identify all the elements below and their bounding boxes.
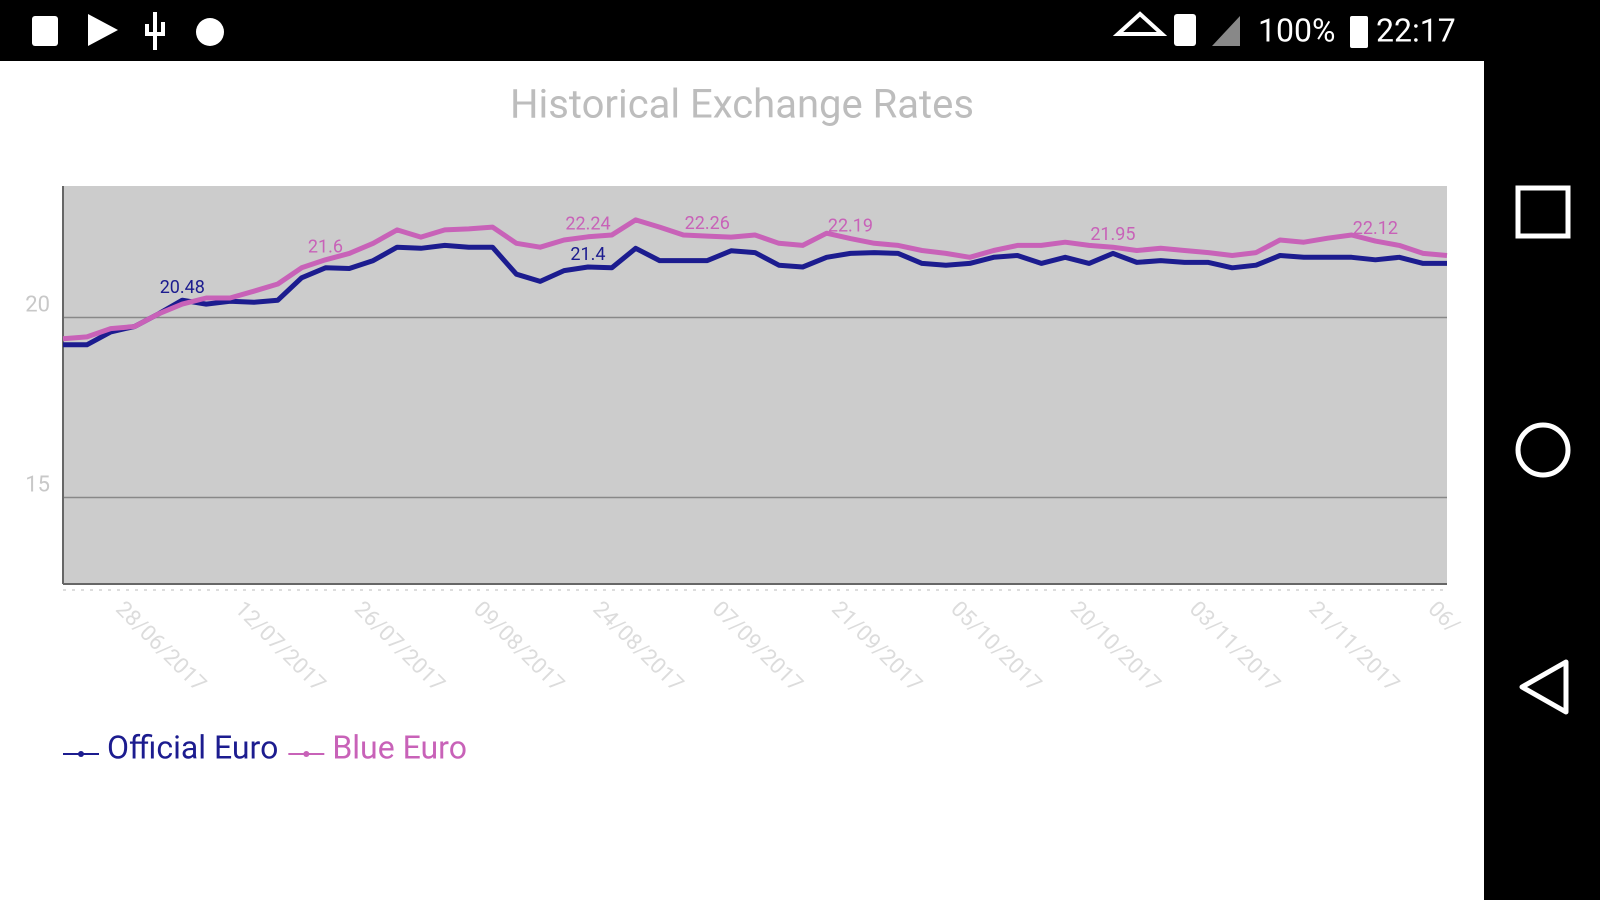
x-tick-label: 12/07/2017	[230, 597, 330, 697]
battery-icon	[1350, 16, 1368, 48]
x-tick-label: 26/07/2017	[349, 597, 449, 697]
data-label: 22.19	[828, 215, 873, 236]
data-label: 22.24	[565, 214, 610, 235]
icon	[145, 12, 165, 50]
y-tick-label: 15	[25, 472, 50, 497]
x-tick-label: 09/08/2017	[468, 597, 568, 697]
sd-icon	[1174, 14, 1196, 46]
legend-swatch-dot	[78, 751, 84, 757]
nav-bar	[1484, 61, 1600, 900]
x-tick-label: 21/09/2017	[826, 597, 926, 697]
signal-icon	[1212, 16, 1240, 46]
data-label: 21.95	[1090, 224, 1135, 245]
data-label: 22.26	[685, 213, 730, 234]
x-tick-label: 05/10/2017	[946, 597, 1046, 697]
wifi-icon	[1112, 11, 1168, 36]
x-tick-label: 21/11/2017	[1303, 597, 1403, 697]
legend-label: Blue Euro	[332, 728, 467, 766]
status-icons	[32, 11, 1368, 50]
legend-label: Official Euro	[107, 728, 278, 766]
data-label: 21.6	[308, 237, 343, 258]
chart-title: Historical Exchange Rates	[510, 81, 974, 128]
battery-level: 100%	[1258, 11, 1335, 49]
home-button[interactable]	[1515, 422, 1571, 478]
clock: 22:17	[1376, 11, 1456, 49]
plot-area	[63, 186, 1447, 584]
series-line	[63, 242, 1447, 348]
x-tick-label: 28/06/2017	[110, 597, 210, 697]
x-tick-label: 07/09/2017	[707, 597, 807, 697]
y-tick-label: 20	[25, 292, 50, 317]
x-tick-label: 06/	[1423, 597, 1465, 639]
data-label: 22.12	[1353, 218, 1398, 239]
status-bar	[0, 0, 1600, 61]
x-tick-label: 20/10/2017	[1065, 597, 1165, 697]
icon	[196, 18, 224, 46]
legend-swatch-dot	[303, 751, 310, 757]
x-tick-label: 03/11/2017	[1184, 597, 1284, 697]
series-line	[62, 217, 1448, 342]
data-label: 20.48	[160, 277, 205, 298]
recents-button[interactable]	[1515, 185, 1571, 239]
icon	[88, 14, 118, 46]
x-tick-label: 24/08/2017	[588, 597, 688, 697]
icon	[32, 16, 58, 46]
data-label: 21.4	[570, 244, 605, 265]
back-button[interactable]	[1519, 659, 1569, 715]
